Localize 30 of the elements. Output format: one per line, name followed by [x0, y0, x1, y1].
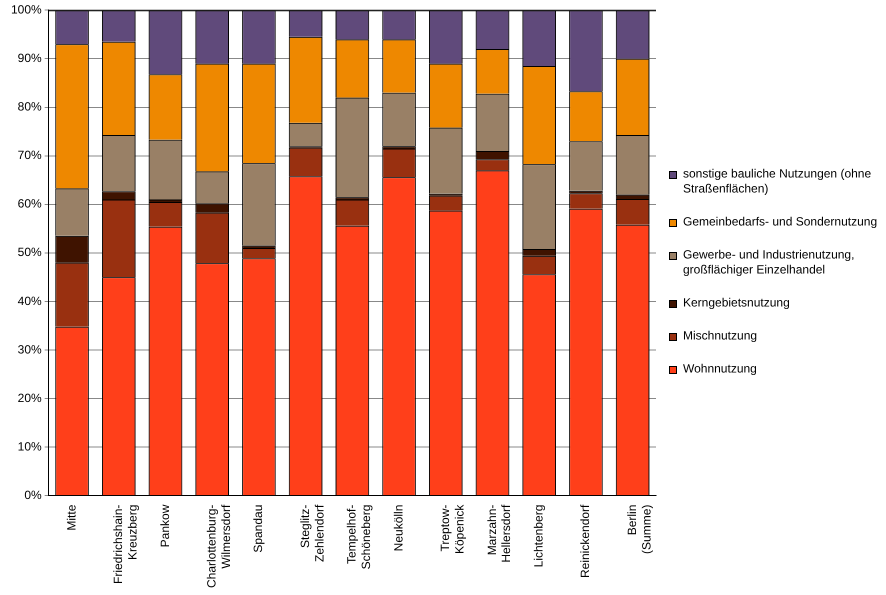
- legend-label: Gemeinbedarfs- und Sondernutzung: [683, 214, 878, 228]
- legend-label: Mischnutzung: [683, 328, 758, 342]
- legend-label: Wohnnutzung: [683, 361, 757, 376]
- y-tick-label: 10%: [18, 439, 42, 454]
- y-tick-label: 0%: [24, 488, 42, 502]
- y-tick-label: 80%: [18, 100, 42, 114]
- x-tick-label: Reinickendorf: [578, 504, 592, 578]
- legend-label: sonstige bauliche Nutzungen (ohne Straßenflächen): [683, 166, 872, 196]
- x-tick-label: Pankow: [158, 504, 172, 548]
- x-tick-label: Mitte: [64, 504, 78, 531]
- y-tick-label: 40%: [18, 294, 42, 308]
- x-tick-label: Lichtenberg: [532, 504, 546, 568]
- x-tick-label: Steglitz-Zehlendorf: [298, 504, 326, 562]
- y-tick-label: 50%: [18, 245, 42, 260]
- y-tick-label: 60%: [18, 196, 42, 211]
- x-tick-label: Neukölln: [391, 504, 406, 552]
- x-tick-label: Spandau: [251, 504, 266, 553]
- x-tick-label: Friedrichshain-Kreuzberg: [111, 504, 140, 584]
- x-tick-label: Berlin (Summe): [624, 504, 654, 554]
- y-tick-label: 30%: [18, 342, 42, 356]
- legend-label: Gewerbe- und Industrienutzung, großflächiger Einzelhandel: [683, 247, 854, 276]
- x-tick-label: Tempelhof-Schöneberg: [344, 504, 374, 570]
- y-tick-label: 20%: [18, 390, 42, 405]
- x-tick-label: Charlottenburg-Wilmersdorf: [204, 504, 233, 588]
- y-tick-label: 90%: [18, 51, 42, 66]
- y-tick-label: 100%: [10, 2, 42, 17]
- legend-label: Kerngebietsnutzung: [683, 295, 790, 310]
- y-tick-label: 70%: [18, 148, 42, 162]
- x-tick-label: Treptow-Köpenick: [438, 504, 466, 554]
- x-tick-label: Marzahn-Hellersdorf: [484, 504, 514, 563]
